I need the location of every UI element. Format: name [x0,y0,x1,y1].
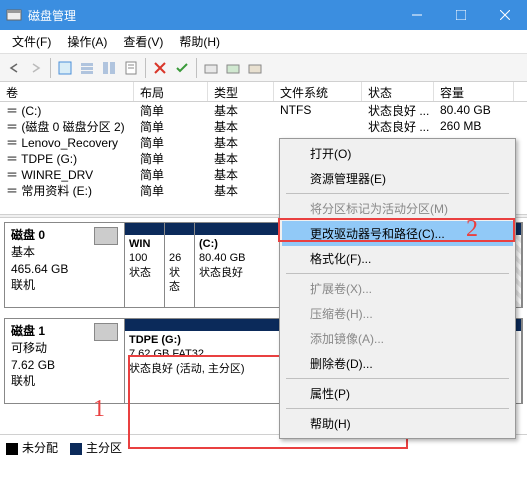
ctx-help[interactable]: 帮助(H) [282,411,513,436]
window-title: 磁盘管理 [28,7,395,24]
ctx-mirror[interactable]: 添加镜像(A)... [282,326,513,351]
partition-size: 7.62 GB FAT32 [129,348,204,360]
volume-list-header: 卷 布局 类型 文件系统 状态 容量 [0,82,527,102]
legend-unalloc: 未分配 [22,441,58,455]
col-capacity[interactable]: 容量 [434,82,514,101]
disk-1-size: 7.62 GB [11,358,55,372]
partition-status: 状态良好 (活动, 主分区) [129,363,245,375]
check-icon[interactable] [172,58,192,78]
disk-0-kind: 基本 [11,245,35,259]
ctx-properties[interactable]: 属性(P) [282,381,513,406]
ctx-open[interactable]: 打开(O) [282,141,513,166]
disk-1-kind: 可移动 [11,341,47,355]
volume-row[interactable]: ＝ (磁盘 0 磁盘分区 2)简单基本状态良好 ...260 MB [0,118,527,134]
disk-0-size: 465.64 GB [11,262,68,276]
view-graphic-icon[interactable] [99,58,119,78]
legend-primary: 主分区 [86,441,122,455]
legend-swatch-unalloc [6,443,18,455]
disk-0-label: 磁盘 0 基本 465.64 GB 联机 [5,223,125,307]
tool-icon[interactable] [55,58,75,78]
ctx-delete[interactable]: 删除卷(D)... [282,351,513,376]
disk-0-state: 联机 [11,278,35,292]
ctx-change-drive-letter[interactable]: 更改驱动器号和路径(C)... [282,221,513,246]
view-list-icon[interactable] [77,58,97,78]
menu-action[interactable]: 操作(A) [59,31,115,52]
partition-label: TDPE (G:) [129,334,181,346]
forward-button[interactable] [26,58,46,78]
annotation-2: 2 [466,216,478,243]
col-filesystem[interactable]: 文件系统 [274,82,362,101]
partition[interactable]: (C:)80.40 GB状态良好 [195,223,285,307]
disk-1-label: 磁盘 1 可移动 7.62 GB 联机 [5,319,125,403]
disk-0-name: 磁盘 0 [11,228,45,242]
legend-swatch-primary [70,443,82,455]
menu-file[interactable]: 文件(F) [4,31,59,52]
col-volume[interactable]: 卷 [0,82,134,101]
tb-icon-b[interactable] [223,58,243,78]
context-menu: 打开(O) 资源管理器(E) 将分区标记为活动分区(M) 更改驱动器号和路径(C… [279,138,516,439]
delete-icon[interactable] [150,58,170,78]
partition[interactable]: WIN100状态 [125,223,165,307]
ctx-explorer[interactable]: 资源管理器(E) [282,166,513,191]
col-type[interactable]: 类型 [208,82,274,101]
ctx-active[interactable]: 将分区标记为活动分区(M) [282,196,513,221]
disk-1-name: 磁盘 1 [11,324,45,338]
close-button[interactable] [483,0,527,30]
disk-1-state: 联机 [11,374,35,388]
menu-help[interactable]: 帮助(H) [171,31,228,52]
app-icon [6,7,22,23]
ctx-shrink[interactable]: 压缩卷(H)... [282,301,513,326]
col-status[interactable]: 状态 [362,82,434,101]
properties-icon[interactable] [121,58,141,78]
back-button[interactable] [4,58,24,78]
maximize-button[interactable] [439,0,483,30]
titlebar: 磁盘管理 [0,0,527,30]
menu-view[interactable]: 查看(V) [115,31,171,52]
tb-icon-c[interactable] [245,58,265,78]
ctx-format[interactable]: 格式化(F)... [282,246,513,271]
volume-row[interactable]: ＝ (C:)简单基本NTFS状态良好 ...80.40 GB [0,102,527,118]
toolbar [0,54,527,82]
ctx-extend[interactable]: 扩展卷(X)... [282,276,513,301]
tb-icon-a[interactable] [201,58,221,78]
disk-icon [94,323,118,341]
menubar: 文件(F) 操作(A) 查看(V) 帮助(H) [0,30,527,54]
annotation-1: 1 [93,396,105,423]
minimize-button[interactable] [395,0,439,30]
disk-icon [94,227,118,245]
col-layout[interactable]: 布局 [134,82,208,101]
partition[interactable]: 26状态 [165,223,195,307]
